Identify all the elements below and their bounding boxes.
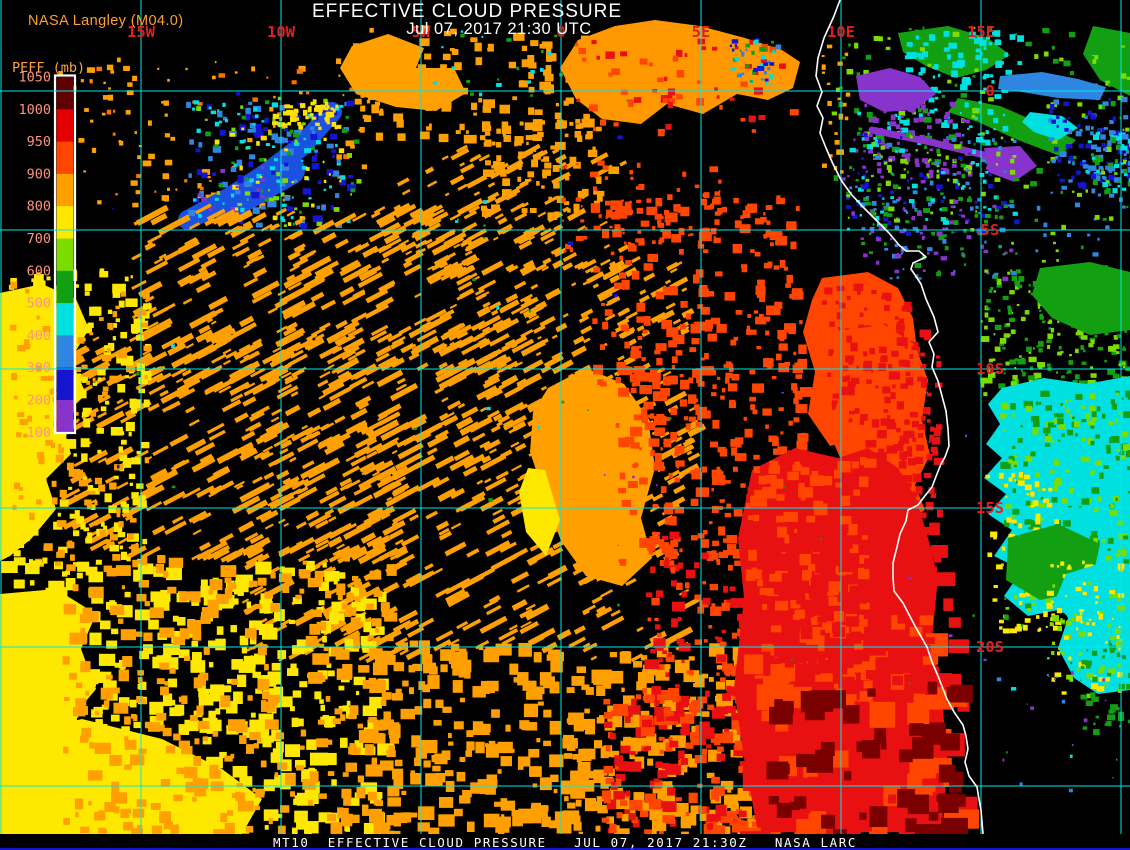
coastline — [815, 0, 984, 835]
legend-tick: 400 — [27, 328, 51, 344]
lat-label: 5S — [981, 221, 1000, 239]
timestamp: Jul 07, 2017 21:30 UTC — [406, 20, 592, 38]
lon-label: 15W — [127, 23, 156, 41]
lat-label: 10S — [976, 360, 1004, 378]
lat-label: 0 — [985, 82, 994, 100]
legend-labels: 1050 1000 950 900 800 700 600 500 400 300 200 100 PE… — [12, 60, 85, 441]
grid-labels: 15W 10W 5W 0 5E 10E 15E 0 5S 10S 15S 20S — [127, 23, 1004, 656]
legend-tick: 950 — [27, 134, 51, 150]
lat-label: 20S — [976, 638, 1004, 656]
legend-tick: 100 — [27, 425, 51, 441]
legend-tick: 1050 — [18, 70, 51, 86]
lat-label: 15S — [976, 499, 1004, 517]
lon-label: 10E — [827, 23, 855, 41]
lon-label: 0 — [556, 23, 565, 41]
lon-label: 15E — [967, 23, 995, 41]
legend-tick: 700 — [27, 231, 51, 247]
legend-tick: 300 — [27, 360, 51, 376]
legend-tick: 500 — [27, 296, 51, 312]
lon-label: 5W — [412, 23, 431, 41]
legend-colorbar — [53, 74, 77, 435]
legend-tick: 600 — [27, 263, 51, 279]
legend-tick: 200 — [27, 393, 51, 409]
page-title: EFFECTIVE CLOUD PRESSURE — [311, 1, 623, 22]
legend-tick: 900 — [27, 166, 51, 182]
attribution: NASA Langley (M04.0) — [28, 13, 184, 29]
legend-tick: 1000 — [18, 102, 51, 118]
footer-text: MT10 EFFECTIVE CLOUD PRESSURE JUL 07, 20… — [272, 835, 858, 850]
lon-label: 10W — [267, 23, 296, 41]
lon-label: 5E — [692, 23, 711, 41]
legend-tick: 800 — [27, 199, 51, 215]
footer-bar: MT10 EFFECTIVE CLOUD PRESSURE JUL 07, 20… — [0, 834, 1130, 850]
legend-title: PEFF (mb) — [12, 60, 85, 76]
